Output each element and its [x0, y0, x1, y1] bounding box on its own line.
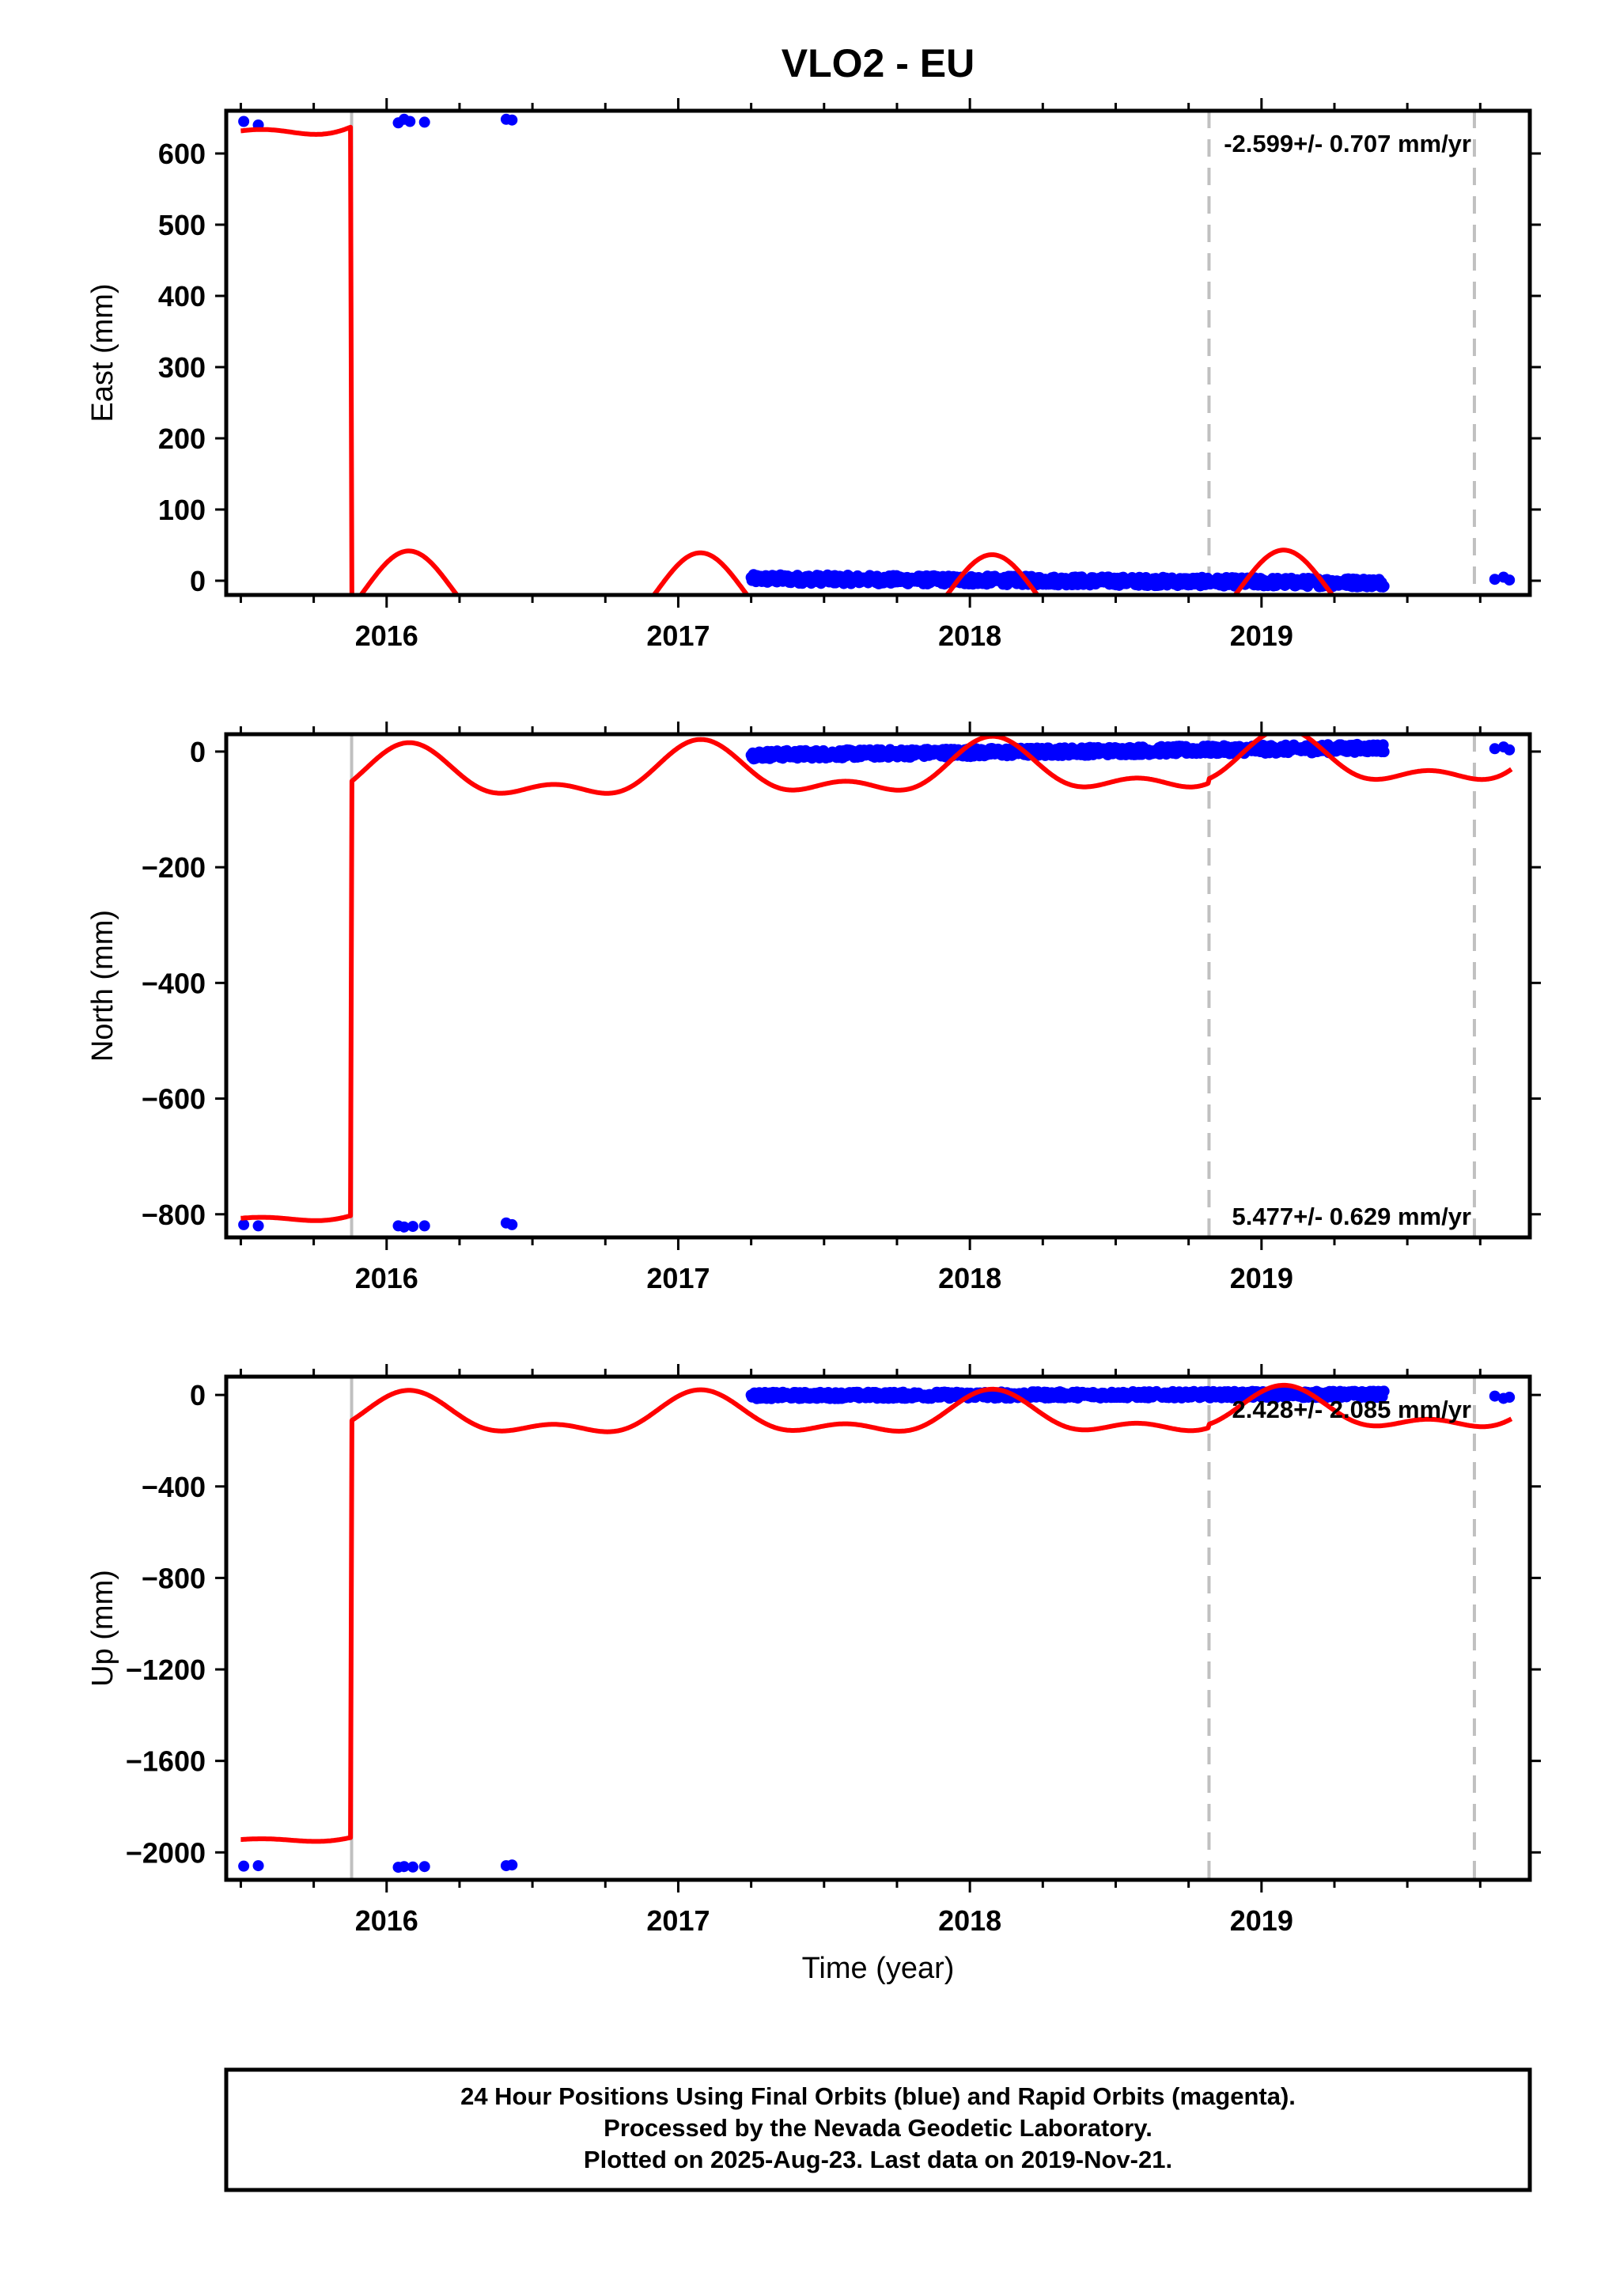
y-tick-label: 500 [158, 209, 206, 241]
data-point [398, 1861, 410, 1873]
y-tick-label: 400 [158, 280, 206, 313]
x-tick-label: 2019 [1230, 1904, 1293, 1937]
x-tick-label: 2017 [646, 1262, 710, 1294]
data-point [1504, 1392, 1516, 1404]
x-tick-label: 2018 [938, 1904, 1001, 1937]
y-tick-label: 100 [158, 494, 206, 526]
final-orbit-points [238, 113, 1516, 593]
chart-title: VLO2 - EU [782, 41, 975, 85]
data-point [418, 1861, 430, 1873]
y-tick-label: 0 [190, 736, 206, 768]
plot-frame [224, 108, 1532, 597]
data-point [1489, 574, 1501, 585]
rate-annotation: 5.477+/- 0.629 mm/yr [1232, 1203, 1471, 1230]
y-tick-label: −1200 [126, 1654, 206, 1686]
x-tick-label: 2017 [646, 619, 710, 652]
data-point [238, 116, 250, 127]
plot-area-2 [238, 734, 1516, 1237]
data-point [404, 116, 416, 127]
x-tick-label: 2016 [355, 1904, 418, 1937]
data-point [1378, 1385, 1390, 1397]
data-point [252, 1220, 264, 1232]
plot-frame [224, 732, 1532, 1240]
panel-1: 600 500 400 300 200 100 0 2016 2017 2018 2019 East … [86, 98, 1541, 652]
data-point [238, 1860, 250, 1872]
data-point [418, 116, 430, 128]
panel-2: 0 −200 −400 −600 −800 2016 2017 2018 2019 North (… [86, 722, 1541, 1294]
final-orbit-points [238, 738, 1516, 1233]
y-axis-label: East (mm) [86, 283, 119, 422]
rate-annotation: -2.599+/- 0.707 mm/yr [1224, 130, 1471, 157]
data-point [1504, 744, 1516, 756]
panel-3: 0 −400 −800 −1200 −1600 −2000 2016 2017 2018 2019… [86, 1364, 1541, 1937]
y-axis-label: North (mm) [86, 910, 119, 1062]
y-tick-label: −1600 [126, 1745, 206, 1778]
x-tick-label: 2016 [355, 1262, 418, 1294]
footer-frame [224, 2067, 1532, 2192]
x-tick-label: 2018 [938, 1262, 1001, 1294]
data-point [1504, 574, 1516, 586]
y-tick-label: −800 [142, 1562, 206, 1594]
data-point [506, 114, 518, 126]
y-tick-label: 0 [190, 565, 206, 597]
rate-annotation: 2.428+/- 2.085 mm/yr [1232, 1396, 1471, 1423]
footer-line-2: Processed by the Nevada Geodetic Laborat… [604, 2114, 1152, 2142]
model-curve [239, 734, 1513, 1223]
model-curve [239, 1382, 1513, 1844]
footer-line-1: 24 Hour Positions Using Final Orbits (bl… [460, 2082, 1296, 2110]
plot-area-3 [238, 1377, 1516, 1880]
x-tick-label: 2019 [1230, 1262, 1293, 1294]
data-point [418, 1220, 430, 1232]
y-tick-label: −2000 [126, 1836, 206, 1869]
footer-line-3: Plotted on 2025-Aug-23. Last data on 201… [584, 2146, 1172, 2173]
y-tick-label: 0 [190, 1379, 206, 1411]
y-tick-label: −200 [142, 851, 206, 884]
footer-box: 24 Hour Positions Using Final Orbits (bl… [224, 2067, 1532, 2192]
y-tick-label: −600 [142, 1083, 206, 1116]
model-curve [239, 124, 1336, 595]
x-tick-label: 2019 [1230, 619, 1293, 652]
x-tick-label: 2018 [938, 619, 1001, 652]
data-point [407, 1221, 418, 1233]
data-point [506, 1218, 518, 1230]
plot-frame [224, 1374, 1532, 1882]
x-tick-label: 2016 [355, 619, 418, 652]
data-point [252, 1860, 264, 1872]
data-point [1489, 1390, 1501, 1402]
y-tick-label: −400 [142, 1471, 206, 1503]
y-axis-label: Up (mm) [86, 1570, 119, 1687]
y-tick-label: 200 [158, 422, 206, 455]
x-axis-label: Time (year) [802, 1952, 955, 1985]
final-orbit-points [238, 1385, 1516, 1874]
data-point [1378, 746, 1390, 758]
data-point [506, 1859, 518, 1871]
y-tick-label: 300 [158, 351, 206, 384]
y-tick-label: −800 [142, 1199, 206, 1231]
data-point [398, 1221, 410, 1233]
panels: 600 500 400 300 200 100 0 2016 2017 2018 2019 East … [86, 98, 1541, 1937]
data-point [1378, 580, 1390, 592]
data-point [1489, 743, 1501, 755]
data-point [238, 1218, 250, 1230]
y-tick-label: −400 [142, 967, 206, 999]
plot-area-1 [238, 111, 1516, 595]
x-tick-label: 2017 [646, 1904, 710, 1937]
data-point [407, 1861, 418, 1873]
y-tick-label: 600 [158, 138, 206, 170]
